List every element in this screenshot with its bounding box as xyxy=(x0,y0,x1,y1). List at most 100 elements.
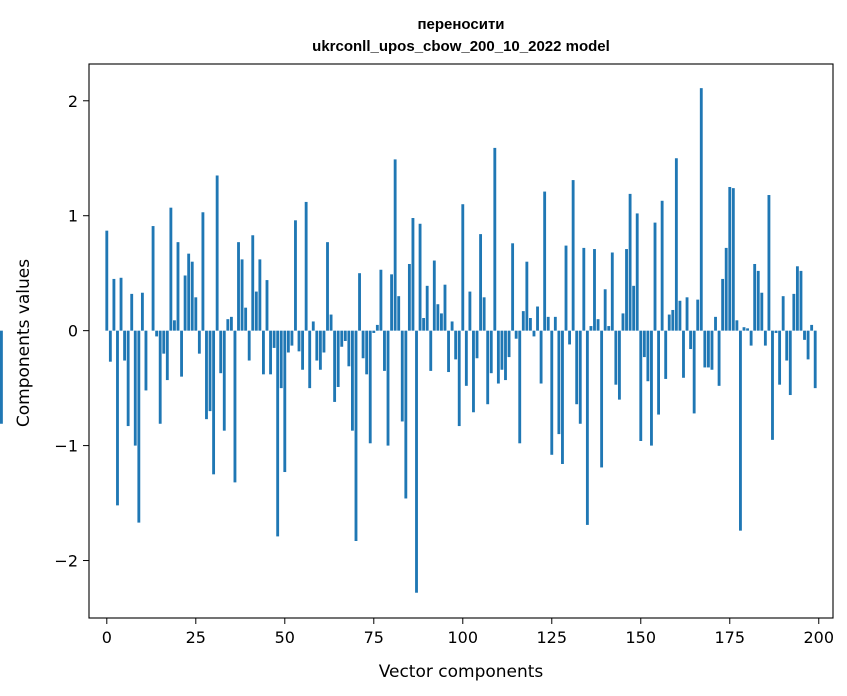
x-tick-label: 75 xyxy=(364,628,384,647)
bar-123 xyxy=(543,191,547,331)
bar-174 xyxy=(724,247,728,331)
y-tick-label: 1 xyxy=(68,207,78,226)
bar-184 xyxy=(760,292,764,331)
bar-29 xyxy=(208,330,212,412)
bar-96 xyxy=(447,330,450,373)
bar-134 xyxy=(582,247,586,331)
bar-34 xyxy=(226,319,230,331)
bar-2 xyxy=(112,278,116,331)
y-tick-label: −1 xyxy=(54,437,78,456)
bar-181 xyxy=(749,330,753,346)
x-axis-label: Vector components xyxy=(379,662,544,682)
bar-198 xyxy=(810,324,814,331)
bar-24 xyxy=(190,261,194,331)
bar-120 xyxy=(532,330,536,337)
bar-118 xyxy=(525,261,529,331)
bar-60 xyxy=(318,330,322,370)
bar-62 xyxy=(326,242,329,331)
bar-131 xyxy=(571,180,575,331)
bar-61 xyxy=(322,330,326,353)
bar-113 xyxy=(507,330,511,358)
bar-35 xyxy=(229,316,233,331)
plot-frame xyxy=(88,63,834,619)
bar-164 xyxy=(689,330,693,350)
bar-190 xyxy=(781,296,785,331)
bar-64 xyxy=(333,330,337,402)
bar-47 xyxy=(272,330,276,348)
bar-107 xyxy=(486,330,490,405)
bar-130 xyxy=(568,330,571,345)
bar-137 xyxy=(593,249,596,331)
bar-165 xyxy=(692,330,696,414)
chart-subtitle: ukrconll_upos_cbow_200_10_2022 model xyxy=(312,38,610,55)
bar-168 xyxy=(703,330,707,368)
bar-79 xyxy=(386,330,390,446)
bar-117 xyxy=(521,311,525,331)
bar-42 xyxy=(254,291,258,331)
chart-title: переносити xyxy=(417,16,504,33)
bar-99 xyxy=(457,330,461,427)
bar-84 xyxy=(404,330,408,499)
bar-177 xyxy=(735,320,739,331)
bar-16 xyxy=(162,330,166,354)
bar-51 xyxy=(286,330,290,353)
bar-145 xyxy=(621,313,625,331)
bar-152 xyxy=(646,330,650,382)
bar-3 xyxy=(116,330,119,506)
x-tick-label: 200 xyxy=(803,628,834,647)
bar-37 xyxy=(237,242,240,331)
bar-102 xyxy=(468,291,472,331)
bar-67 xyxy=(343,330,347,341)
bar-78 xyxy=(383,330,386,371)
bar-55 xyxy=(301,330,305,370)
bar-197 xyxy=(806,330,810,360)
bar-196 xyxy=(803,330,806,340)
bar-91 xyxy=(429,330,433,371)
bars-group xyxy=(0,88,817,593)
bar-14 xyxy=(155,330,159,337)
bar-151 xyxy=(642,330,646,358)
bar-126 xyxy=(553,316,557,331)
bar-30 xyxy=(212,330,216,475)
bar-4 xyxy=(119,277,123,331)
bar-111 xyxy=(500,330,504,370)
bar-143 xyxy=(614,330,618,385)
bar-82 xyxy=(397,296,401,331)
bar-187 xyxy=(771,330,774,440)
bar-183 xyxy=(756,270,760,331)
bar-15 xyxy=(158,330,162,424)
bar-41 xyxy=(251,235,255,331)
bar-88 xyxy=(418,223,422,331)
bar-7 xyxy=(130,293,134,331)
bar-52 xyxy=(290,330,294,346)
x-tick-label: 125 xyxy=(537,628,568,647)
bar-44 xyxy=(262,330,265,375)
bar-146 xyxy=(625,249,628,331)
bar-39 xyxy=(244,307,248,331)
bar-175 xyxy=(728,186,732,331)
bar-8 xyxy=(133,330,137,446)
bar-157 xyxy=(664,330,668,379)
bar-11 xyxy=(144,330,148,391)
bar-43 xyxy=(258,259,262,331)
bar-32 xyxy=(219,330,223,374)
bar-142 xyxy=(610,252,614,331)
bar-150 xyxy=(639,330,643,441)
y-tick-label: 0 xyxy=(68,322,78,341)
bar-127 xyxy=(557,330,561,435)
bar-153 xyxy=(650,330,653,446)
bar-116 xyxy=(518,330,522,444)
bar-136 xyxy=(589,326,593,331)
bar-103 xyxy=(472,330,475,413)
bar-22 xyxy=(183,275,187,331)
bar-144 xyxy=(617,330,621,400)
bar-125 xyxy=(550,330,554,455)
bar-70 xyxy=(354,330,358,541)
bar-147 xyxy=(628,193,632,331)
bar-170 xyxy=(710,330,714,370)
bar-6 xyxy=(126,330,130,427)
bar-122 xyxy=(539,330,543,384)
bar-68 xyxy=(347,330,351,367)
bar-54 xyxy=(297,330,301,352)
